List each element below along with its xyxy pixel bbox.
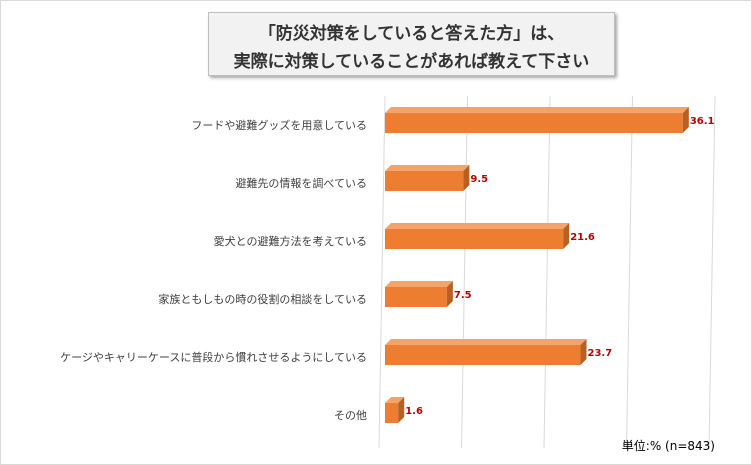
gridline	[626, 95, 633, 449]
bar-front	[385, 113, 683, 133]
data-label: 9.5	[470, 174, 488, 185]
bar-top	[385, 223, 570, 229]
bar-side	[682, 107, 689, 133]
category-labels: フードや避難グッズを用意している避難先の情報を調べている愛犬との避難方法を考えて…	[60, 118, 367, 422]
bar	[385, 281, 453, 307]
category-label: 避難先の情報を調べている	[235, 176, 367, 190]
chart-title-line-1: 「防災対策をしていると答えた方」は、	[258, 24, 565, 44]
category-label: ケージやキャリーケースに普段から慣れさせるようにしている	[60, 350, 367, 364]
category-label: 愛犬との避難方法を考えている	[214, 234, 367, 248]
bar-side	[563, 223, 570, 249]
gridline	[543, 95, 551, 449]
bar-side	[398, 397, 405, 423]
bar	[385, 339, 587, 365]
chart-title-box: 「防災対策をしていると答えた方」は、 実際に対策していることがあれば教えて下さい	[208, 12, 615, 76]
bar-top	[385, 339, 587, 345]
unit-note: 単位:% (n=843)	[621, 439, 715, 453]
bar-side	[446, 281, 453, 307]
data-label: 21.6	[570, 232, 595, 243]
gridline	[708, 95, 716, 449]
bars	[385, 107, 689, 423]
category-label: その他	[334, 409, 367, 422]
bar-front	[385, 171, 464, 191]
bar-front	[385, 287, 447, 307]
bar-top	[385, 397, 405, 403]
gridline	[461, 95, 468, 449]
category-label: 家族ともしもの時の役割の相談をしている	[158, 292, 367, 306]
gridline	[378, 95, 386, 449]
data-label: 7.5	[454, 290, 472, 301]
bar-top	[385, 281, 453, 287]
data-label: 36.1	[690, 116, 715, 127]
bar	[385, 107, 689, 133]
bar-side	[580, 339, 587, 365]
category-label: フードや避難グッズを用意している	[191, 118, 367, 132]
chart-title-line-2: 実際に対策していることがあれば教えて下さい	[233, 52, 590, 72]
data-label: 1.6	[405, 406, 423, 417]
bar-front	[385, 403, 399, 423]
bar-front	[385, 229, 564, 249]
bar-top	[385, 107, 689, 113]
data-label: 23.7	[588, 348, 613, 359]
bar	[385, 223, 570, 249]
bar-side	[463, 165, 470, 191]
bar-top	[385, 165, 470, 171]
bar	[385, 397, 405, 423]
bar	[385, 165, 470, 191]
bar-front	[385, 345, 581, 365]
gridlines	[378, 95, 716, 449]
data-labels: 36.1 9.5 21.6 7.5 23.7 1.6	[405, 116, 714, 417]
